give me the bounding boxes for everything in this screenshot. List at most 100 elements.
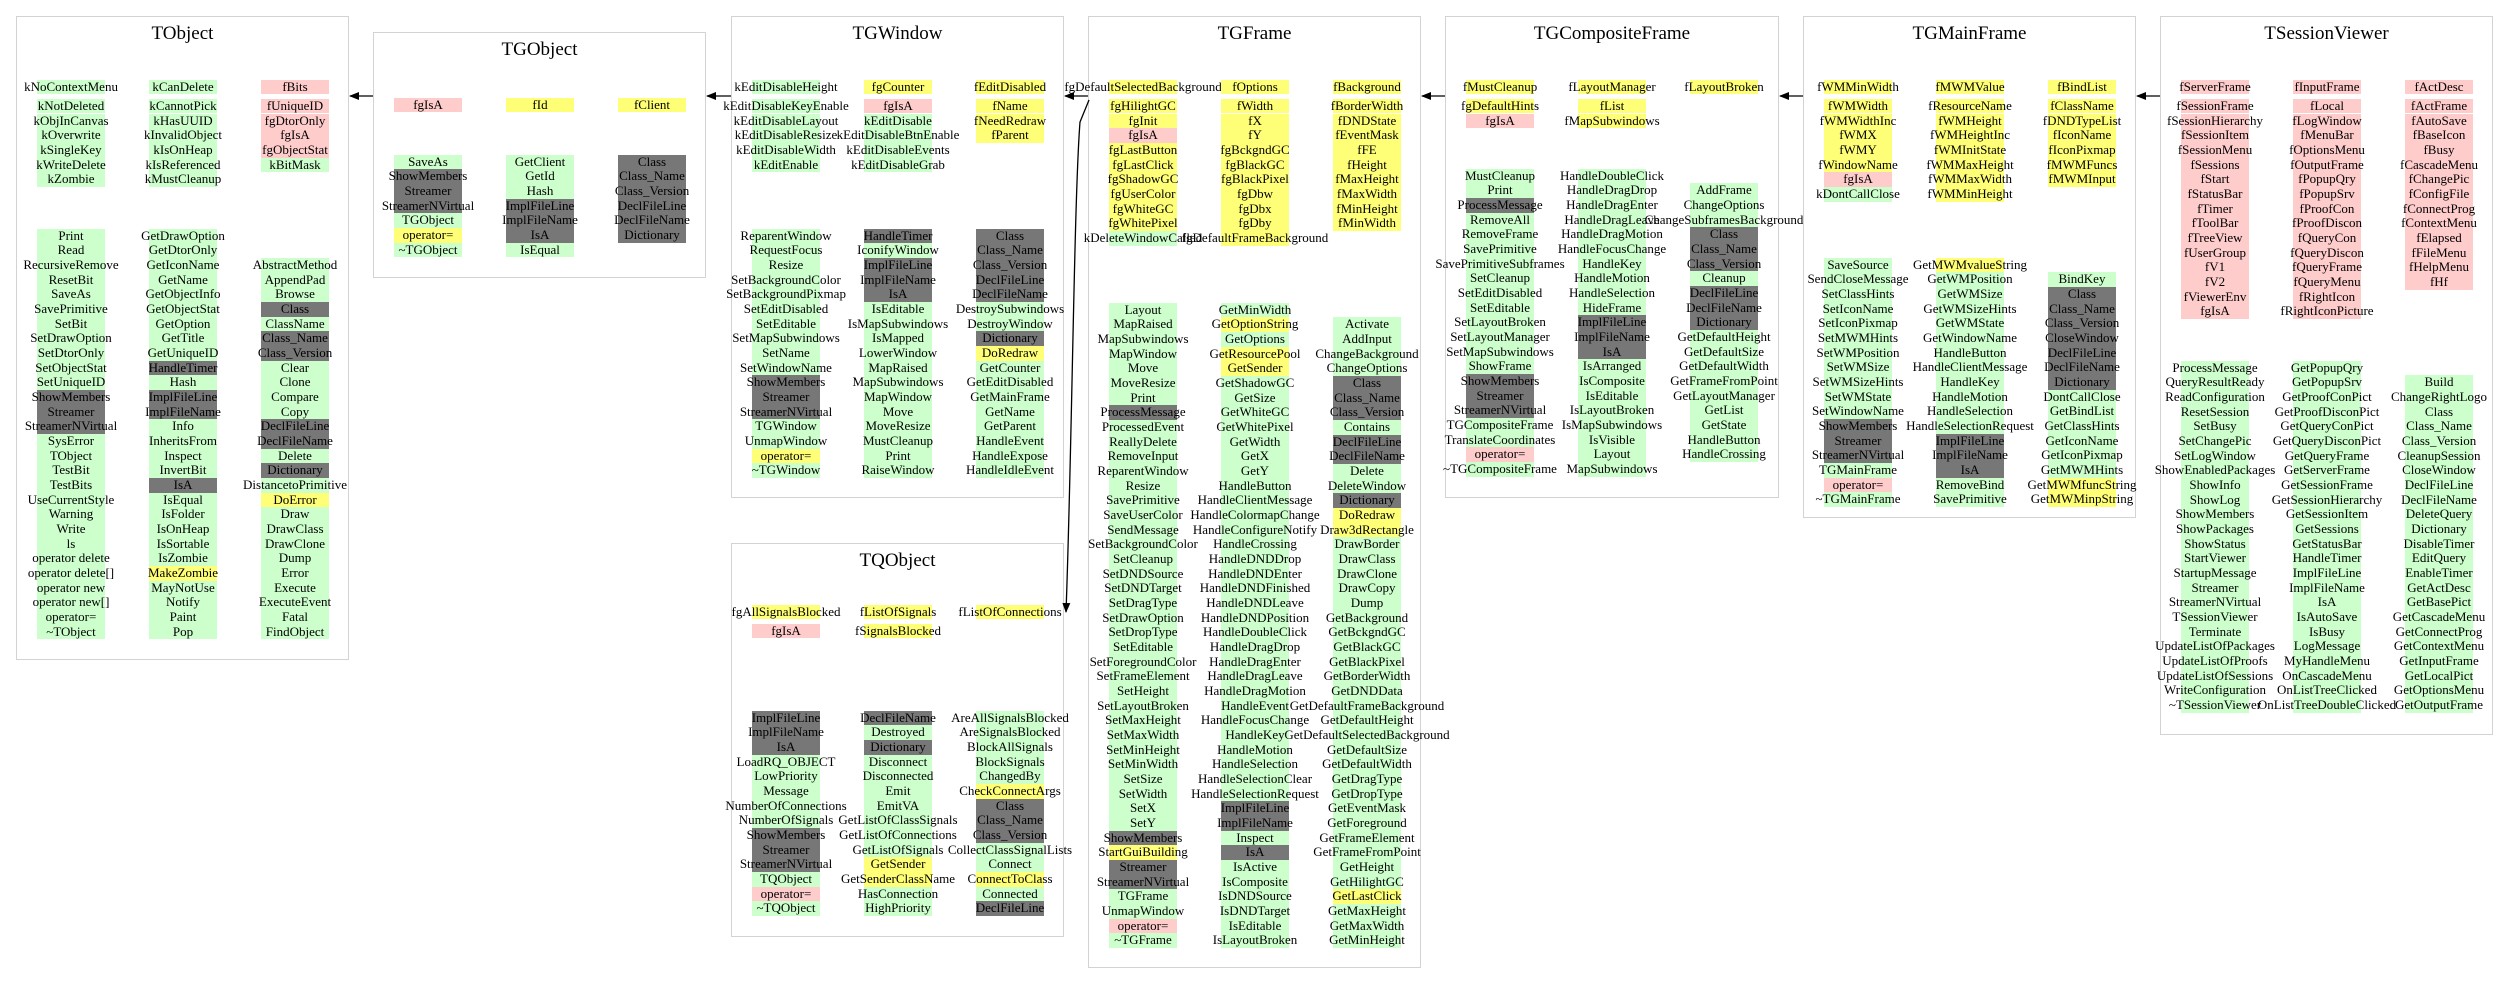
member-cell: fStart xyxy=(2181,171,2249,187)
method-cell: GetResourcePool xyxy=(1210,346,1301,362)
member-cell: fgWhitePixel xyxy=(1108,216,1178,231)
method-name: Fatal xyxy=(282,609,308,625)
method-cell: SetDragType xyxy=(1109,595,1177,611)
method-cell: Class_Version xyxy=(1330,405,1404,420)
method-cell: Dictionary xyxy=(2048,374,2116,390)
method-name: Streamer xyxy=(762,389,810,405)
method-cell: DeclFileName xyxy=(972,287,1048,302)
method-name: Streamer xyxy=(47,403,95,419)
method-cell: GetInputFrame xyxy=(2399,653,2479,669)
member-cell: fUniqueID xyxy=(261,98,329,114)
method-cell: GetParent xyxy=(976,419,1044,435)
method-cell: Class xyxy=(2048,286,2116,302)
member-name: fPopupQry xyxy=(2298,171,2356,187)
method-name: HandleCrossing xyxy=(1682,446,1766,462)
method-name: MayNotUse xyxy=(151,579,215,595)
method-name: HandleButton xyxy=(1687,431,1761,447)
method-name: CollectClassSignalLists xyxy=(947,841,1073,857)
member-cell: fSessions xyxy=(2181,157,2249,173)
method-cell: DrawCopy xyxy=(1333,581,1401,597)
member-name: fCascadeMenu xyxy=(2400,156,2478,172)
method-cell: Class_Name xyxy=(1690,241,1758,257)
member-cell: fBindList xyxy=(2048,79,2116,95)
method-name: EmitVA xyxy=(876,797,920,813)
method-name: GetIconPixmap xyxy=(2041,447,2123,463)
method-name: GetDrawOption xyxy=(141,227,225,243)
member-name: fWMMinHeight xyxy=(1927,185,2013,201)
class-title: TGFrame xyxy=(1217,23,1292,44)
method-cell: Draw xyxy=(261,507,329,523)
member-cell: fV1 xyxy=(2181,260,2249,275)
method-cell: GetOptionsMenu xyxy=(2394,683,2484,699)
member-name: fDNDState xyxy=(1337,112,1397,128)
method-name: SetBackgroundPixmap xyxy=(726,286,846,302)
member-cell: fWindowName xyxy=(1818,157,1898,173)
method-cell: SetBackgroundPixmap xyxy=(726,287,846,302)
member-name: kObjInCanvas xyxy=(33,112,109,128)
method-name: HandleDragDrop xyxy=(1566,182,1658,198)
method-name: HighPriority xyxy=(865,900,931,916)
method-name: Disconnected xyxy=(862,768,934,784)
method-name: ClassName xyxy=(265,315,325,331)
method-name: GetSize xyxy=(1234,389,1276,405)
method-cell: Class_Name xyxy=(618,169,686,184)
method-cell: SavePrimitive xyxy=(1463,241,1537,257)
member-name: fgHilightGC xyxy=(1110,97,1176,113)
method-cell: UnmapWindow xyxy=(745,433,827,449)
member-cell: fgIsA xyxy=(394,97,462,113)
member-name: fInputFrame xyxy=(2294,78,2360,94)
method-cell: GetCounter xyxy=(976,360,1044,376)
method-cell: InvertBit xyxy=(149,463,217,479)
method-cell: RemoveFrame xyxy=(1462,227,1538,242)
method-cell: MapSubwindows xyxy=(1098,331,1189,347)
method-cell: HandleDragMotion xyxy=(1204,683,1306,699)
member-cell: fId xyxy=(506,96,574,113)
method-cell: GetFrameElement xyxy=(1319,830,1415,846)
method-cell: AbstractMethod xyxy=(253,257,337,273)
method-cell: SetDrawOption xyxy=(1102,610,1184,626)
member-name: fId xyxy=(532,96,548,112)
method-name: GetMainFrame xyxy=(970,389,1050,405)
method-name: ResetSession xyxy=(2180,403,2250,419)
method-cell: DeclFileName xyxy=(1686,300,1762,316)
method-cell: RemoveInput xyxy=(1108,449,1178,465)
method-name: GetQueryConPict xyxy=(2280,418,2374,434)
method-cell: IsA xyxy=(752,739,820,755)
member-name: fgWhiteGC xyxy=(1112,200,1174,216)
method-cell: ShowInfo xyxy=(2181,477,2249,493)
method-name: IsComposite xyxy=(1579,373,1645,389)
class-title: TSessionViewer xyxy=(2264,23,2389,44)
member-name: fUserGroup xyxy=(2183,244,2247,260)
method-cell: operator= xyxy=(1824,477,1892,493)
method-name: IsArranged xyxy=(1582,358,1642,374)
method-name: MakeZombie xyxy=(147,565,219,581)
method-cell: SetBusy xyxy=(2181,419,2249,434)
member-name: kEditEnable xyxy=(753,156,819,172)
method-name: CleanupSession xyxy=(2397,447,2481,463)
method-name: ShowMembers xyxy=(2175,506,2255,522)
member-cell: kCannotPick xyxy=(149,98,217,114)
method-cell: Class xyxy=(1333,375,1401,391)
method-name: SaveAs xyxy=(51,286,91,302)
method-cell: DrawClass xyxy=(261,521,329,537)
method-name: ConnectToClass xyxy=(967,871,1053,887)
member-cell: fSignalsBlocked xyxy=(855,623,941,639)
member-name: fgDbx xyxy=(1238,200,1272,216)
method-cell: Streamer xyxy=(1466,388,1534,404)
method-cell: HandleIdleEvent xyxy=(966,463,1054,479)
method-cell: SetClassHints xyxy=(1822,286,1894,302)
method-name: OnListTreeClicked xyxy=(2277,682,2377,698)
method-cell: StreamerNVirtual xyxy=(2169,595,2261,611)
member-cell: kInvalidObject xyxy=(144,127,222,143)
member-name: kZombie xyxy=(47,171,95,187)
method-name: StreamerNVirtual xyxy=(2168,594,2262,610)
method-cell: Pop xyxy=(149,624,217,640)
member-cell: fWMHeightInc xyxy=(1930,127,2010,143)
method-name: ChangeSubframesBackground xyxy=(1644,211,1804,227)
method-name: GetMWMinpString xyxy=(2030,491,2134,507)
method-name: SendCloseMessage xyxy=(1807,271,1909,287)
method-cell: HandleDragDrop xyxy=(1210,639,1300,655)
method-name: SetWMSizeHints xyxy=(1812,374,1904,390)
method-name: GetDefaultSize xyxy=(1683,343,1765,359)
method-name: SetBusy xyxy=(2193,418,2237,434)
